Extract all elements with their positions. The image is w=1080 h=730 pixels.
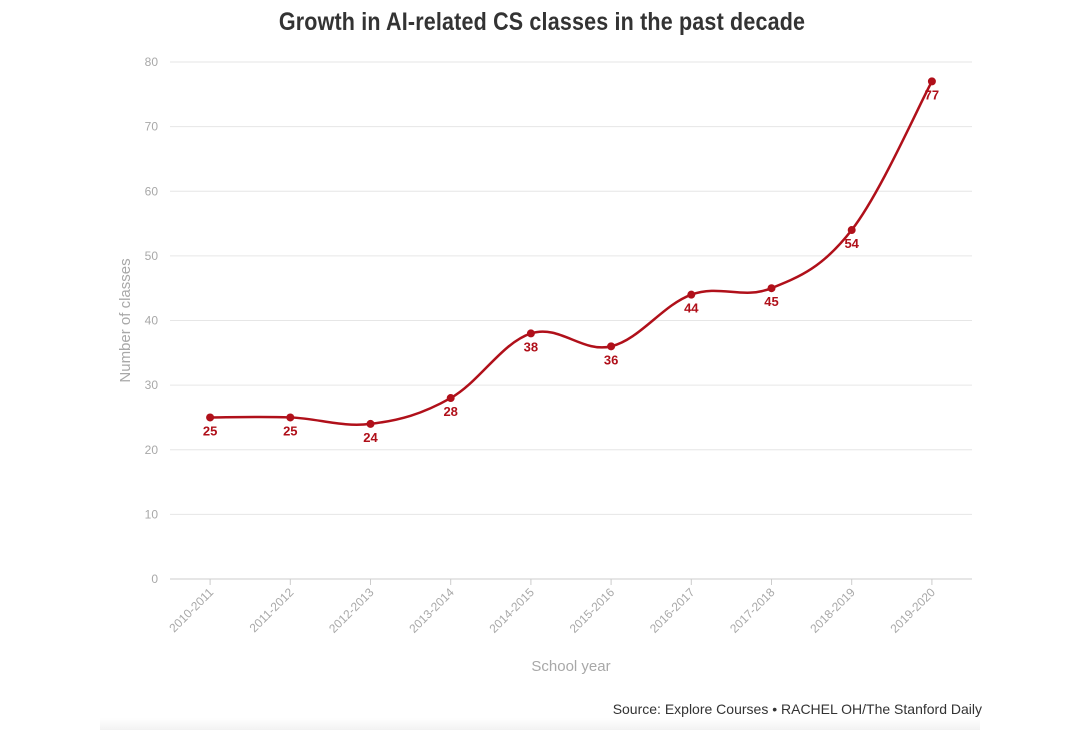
data-label: 54 — [844, 236, 859, 251]
data-point — [526, 329, 535, 338]
x-tick-label: 2013-2014 — [406, 585, 457, 636]
bottom-shadow — [100, 718, 980, 730]
data-label: 25 — [203, 423, 217, 438]
y-tick-label: 30 — [145, 378, 159, 392]
data-point — [927, 77, 936, 86]
x-tick-label: 2011-2012 — [247, 585, 297, 635]
x-axis-title: School year — [531, 658, 610, 675]
x-tick-label: 2015-2016 — [567, 585, 618, 636]
x-axis-ticks: 2010-2011 2011-2012 2012-2013 2013-2014 2014… — [166, 579, 938, 636]
data-point — [847, 226, 856, 235]
y-tick-label: 70 — [145, 120, 159, 134]
data-label: 38 — [524, 339, 538, 354]
data-point — [687, 290, 696, 299]
x-tick-label: 2014-2015 — [487, 585, 538, 636]
source-credit: Source: Explore Courses • RACHEL OH/The … — [612, 701, 982, 717]
y-tick-label: 0 — [151, 572, 158, 586]
x-tick-label: 2019-2020 — [888, 585, 939, 636]
x-tick-label: 2017-2018 — [727, 585, 778, 636]
data-label: 24 — [363, 430, 378, 445]
data-label: 45 — [764, 294, 778, 309]
y-tick-label: 40 — [145, 314, 159, 328]
data-label: 36 — [604, 352, 618, 367]
gridlines — [170, 61, 972, 515]
data-point — [366, 419, 375, 428]
y-tick-label: 50 — [145, 249, 159, 263]
x-tick-label: 2012-2013 — [326, 585, 377, 636]
data-point — [446, 394, 455, 403]
data-label: 44 — [684, 301, 699, 316]
data-points — [206, 77, 936, 428]
data-label: 28 — [443, 404, 457, 419]
data-point — [767, 284, 776, 293]
data-point — [206, 413, 215, 422]
y-tick-label: 60 — [145, 184, 159, 198]
chart-title: Growth in AI-related CS classes in the p… — [278, 8, 806, 36]
y-tick-label: 80 — [145, 55, 159, 69]
x-tick-label: 2016-2017 — [647, 585, 698, 636]
series-line — [210, 80, 934, 426]
y-axis-ticks: 0 10 20 30 40 50 60 70 80 — [145, 55, 159, 586]
data-point — [286, 413, 295, 422]
y-tick-label: 20 — [145, 443, 159, 457]
y-axis-title: Number of classes — [117, 258, 134, 382]
data-point — [607, 342, 616, 351]
y-tick-label: 10 — [145, 507, 159, 521]
data-labels: 25 25 24 28 38 36 44 45 54 77 — [203, 87, 939, 445]
x-tick-label: 2018-2019 — [807, 585, 858, 636]
data-label: 77 — [925, 87, 939, 102]
x-tick-label: 2010-2011 — [166, 585, 216, 635]
data-label: 25 — [283, 423, 297, 438]
